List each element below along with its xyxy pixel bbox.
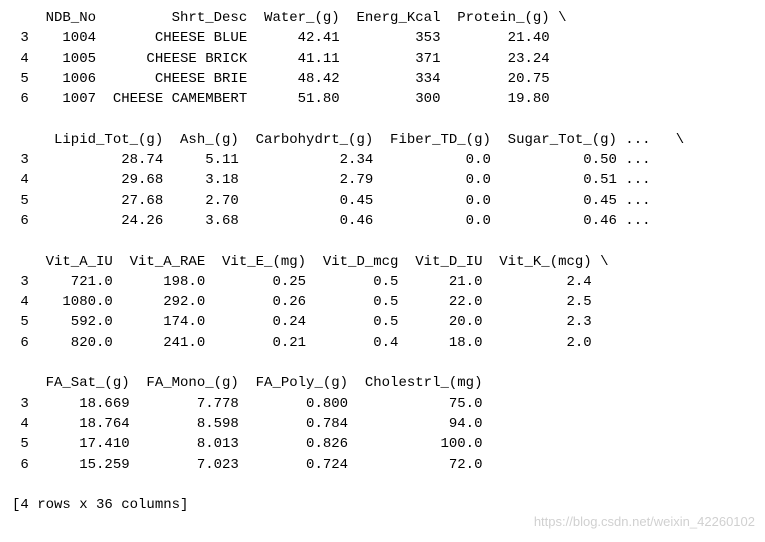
dataframe-output: NDB_No Shrt_Desc Water_(g) Energ_Kcal Pr…	[0, 0, 765, 523]
